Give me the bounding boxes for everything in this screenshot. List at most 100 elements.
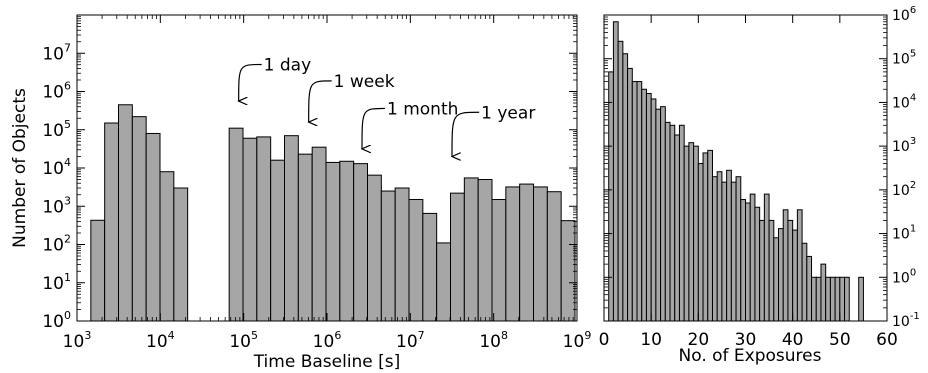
left-y-tick-label-base: 10 <box>42 44 64 64</box>
right-bar <box>787 219 794 322</box>
left-annotations: 1 day 1 week 1 month 1 year <box>239 55 535 156</box>
left-bar <box>311 146 327 322</box>
right-y-tick-exp: 6 <box>910 5 916 16</box>
right-bar <box>660 106 666 322</box>
left-y-tick-label-exp: 0 <box>64 309 71 322</box>
left-bar <box>491 199 507 322</box>
right-bar <box>674 134 680 322</box>
left-bar <box>173 187 189 322</box>
right-bar <box>740 199 746 322</box>
right-y-tick-exp: 5 <box>910 49 916 60</box>
right-bar <box>631 81 638 322</box>
left-y-tick-label: 103 <box>42 194 71 217</box>
right-y-tick-label: 102 <box>892 180 916 199</box>
right-bar <box>759 219 765 322</box>
left-x-tick-label-exp: 5 <box>251 329 258 342</box>
left-x-tick-label-base: 10 <box>146 332 168 352</box>
right-bar <box>612 21 619 322</box>
right-bar <box>834 276 841 322</box>
right-bar <box>622 53 629 322</box>
left-x-tick-label: 106 <box>313 329 342 352</box>
left-y-tick-label: 101 <box>42 271 71 294</box>
left-x-tick-label-base: 10 <box>229 332 251 352</box>
right-bar <box>815 276 822 322</box>
right-y-tick-base: 10 <box>892 270 910 286</box>
right-y-tick-exp: 0 <box>910 267 916 278</box>
right-y-tick-label: 100 <box>892 267 916 286</box>
right-panel: 0 10 20 30 40 50 60 10-1100101102103104105106 … <box>599 5 920 366</box>
right-y-tick-base: 10 <box>892 227 910 243</box>
right-bar <box>858 276 864 322</box>
left-bar <box>297 153 313 322</box>
left-bar <box>477 179 493 322</box>
right-bar <box>721 181 728 322</box>
right-bar <box>645 93 652 322</box>
left-y-tick-label-base: 10 <box>42 159 64 179</box>
annotation-arrow <box>239 63 262 101</box>
right-bar <box>664 121 671 322</box>
left-x-tick-label-exp: 9 <box>584 329 591 342</box>
right-bar <box>697 163 704 322</box>
left-x-tick-label-base: 10 <box>396 332 418 352</box>
right-bar <box>688 142 695 322</box>
right-bar <box>716 171 723 322</box>
left-bar <box>519 183 535 322</box>
left-y-tick-label-base: 10 <box>42 274 64 294</box>
left-y-tick-label-base: 10 <box>42 236 64 256</box>
left-bar <box>560 220 576 322</box>
annotation-label: 1 year <box>481 103 535 123</box>
right-y-tick-base: 10 <box>892 183 910 199</box>
left-y-tick-label-exp: 2 <box>64 233 71 246</box>
right-bar <box>726 169 732 322</box>
right-bar <box>707 149 713 322</box>
right-histogram-bars <box>608 21 864 322</box>
annotation-arrow <box>452 111 480 156</box>
right-y-tick-label: 103 <box>892 136 916 155</box>
right-bar <box>811 276 817 322</box>
left-bar <box>436 242 451 322</box>
annotation-arrow <box>309 80 332 122</box>
left-bar <box>90 219 106 322</box>
left-y-axis-label: Number of Objects <box>10 88 30 248</box>
left-y-tick-label: 105 <box>42 118 71 141</box>
left-bar <box>118 104 133 322</box>
left-bar <box>422 212 438 322</box>
annotation-label: 1 month <box>387 99 458 119</box>
left-plot-frame <box>76 14 578 322</box>
right-bar <box>825 276 831 322</box>
right-bar <box>839 276 846 322</box>
left-x-tick-label: 103 <box>63 329 92 352</box>
right-y-tick-base: 10 <box>892 314 910 330</box>
left-x-tick-label: 107 <box>396 329 425 352</box>
left-x-tick-label-base: 10 <box>479 332 501 352</box>
right-bar <box>820 263 827 322</box>
left-bar <box>270 159 285 322</box>
left-x-tick-label: 104 <box>146 329 175 352</box>
right-y-tick-exp: -1 <box>910 311 920 322</box>
left-bar <box>131 116 147 322</box>
right-bar <box>693 145 699 322</box>
right-x-tick-label: 0 <box>599 330 610 350</box>
left-x-ticks: 103 104 105 106 107 108 109 <box>63 15 591 352</box>
annotation-label: 1 day <box>264 55 312 75</box>
right-bar <box>702 152 709 322</box>
right-y-tick-base: 10 <box>892 139 910 155</box>
right-y-tick-base: 10 <box>892 8 910 24</box>
left-x-tick-label: 108 <box>479 329 508 352</box>
left-x-tick-label-exp: 7 <box>418 329 425 342</box>
right-y-tick-exp: 2 <box>910 180 916 191</box>
left-bar <box>380 190 396 322</box>
left-x-tick-label: 105 <box>229 329 258 352</box>
left-y-tick-label-base: 10 <box>42 197 64 217</box>
right-bar <box>773 237 780 322</box>
right-bar <box>796 209 803 322</box>
right-bar <box>801 242 808 322</box>
right-bar <box>844 276 850 322</box>
left-x-tick-label-exp: 6 <box>334 329 341 342</box>
right-bar <box>627 67 633 322</box>
right-bar <box>806 255 813 322</box>
right-bar <box>683 145 690 322</box>
right-y-tick-exp: 1 <box>910 224 916 235</box>
